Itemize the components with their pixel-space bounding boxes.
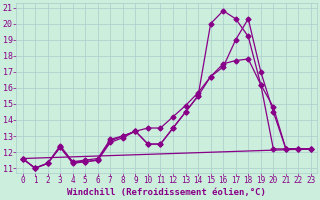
X-axis label: Windchill (Refroidissement éolien,°C): Windchill (Refroidissement éolien,°C) — [67, 188, 266, 197]
